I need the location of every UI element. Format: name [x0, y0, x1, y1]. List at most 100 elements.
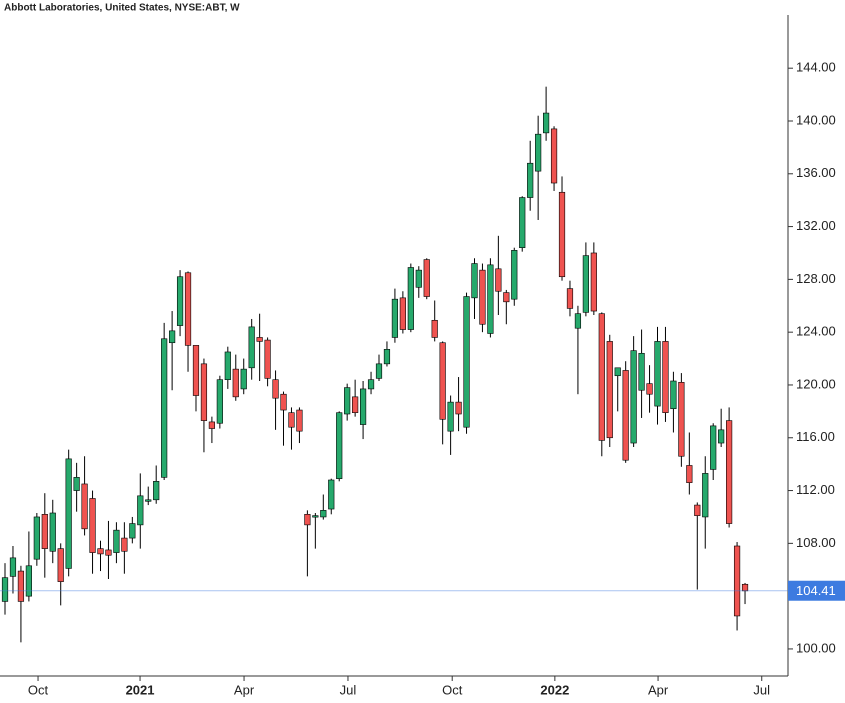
- candle-body: [630, 350, 637, 444]
- candle-body: [121, 537, 128, 552]
- candle-body: [543, 112, 550, 134]
- y-tick-label: 136.00: [796, 165, 836, 180]
- candle-body: [511, 250, 518, 300]
- candle-body: [383, 349, 391, 365]
- y-tick-label: 112.00: [796, 482, 835, 497]
- candle-body: [49, 512, 56, 552]
- candle-body: [192, 345, 200, 396]
- candle-body: [336, 412, 343, 479]
- candle-body: [527, 162, 534, 198]
- candle-body: [646, 383, 653, 395]
- candle-body: [129, 523, 136, 539]
- candle-body: [176, 276, 184, 326]
- candle-body: [694, 504, 701, 516]
- candle-body: [224, 351, 231, 380]
- candle-body: [328, 479, 335, 510]
- candle-body: [479, 269, 486, 325]
- candle-body: [208, 421, 215, 429]
- candle-body: [718, 429, 725, 444]
- candle-body: [702, 473, 709, 518]
- candle-body: [232, 368, 239, 398]
- candle-body: [240, 368, 247, 390]
- candle-body: [495, 268, 502, 292]
- y-tick-label: 108.00: [796, 535, 836, 550]
- candle-body: [9, 557, 17, 577]
- candle-body: [654, 341, 661, 407]
- candle-body: [272, 379, 279, 399]
- candle-body: [216, 379, 223, 424]
- x-tick-label: Jul: [753, 682, 770, 697]
- candle-body: [447, 401, 454, 432]
- candle-body: [415, 269, 422, 288]
- x-tick-label: Jul: [340, 682, 357, 697]
- candle-body: [200, 363, 208, 421]
- candle-body: [65, 458, 72, 569]
- candle-body: [431, 319, 438, 338]
- candle-body: [184, 272, 192, 346]
- candle-body: [264, 339, 271, 379]
- candle-body: [312, 515, 319, 518]
- x-tick-label: 2022: [540, 682, 569, 697]
- candle-body: [399, 297, 406, 330]
- candle-body: [670, 380, 677, 410]
- candle-body: [598, 313, 605, 441]
- y-tick-label: 100.00: [796, 640, 836, 655]
- candle-body: [256, 337, 263, 342]
- candle-body: [25, 565, 32, 597]
- x-tick-label: Oct: [442, 682, 463, 697]
- candle-body: [145, 499, 152, 502]
- candle-body: [57, 548, 64, 582]
- candle-body: [73, 477, 80, 491]
- last-price-label: 104.41: [796, 583, 836, 598]
- candle-body: [638, 352, 645, 391]
- y-tick-label: 144.00: [796, 60, 836, 75]
- candle-body: [320, 510, 327, 518]
- candle-body: [407, 267, 414, 330]
- candle-body: [574, 313, 582, 329]
- y-tick-label: 124.00: [796, 324, 836, 339]
- x-tick-label: Oct: [28, 682, 49, 697]
- x-tick-label: Apr: [648, 682, 669, 697]
- candle-body: [248, 326, 255, 369]
- y-tick-label: 120.00: [796, 376, 836, 391]
- candle-body: [614, 367, 621, 377]
- candle-body: [137, 495, 144, 526]
- candle-body: [455, 401, 462, 415]
- candle-body: [375, 363, 383, 379]
- candle-body: [439, 342, 446, 420]
- candle-body: [463, 296, 470, 428]
- candle-body: [741, 583, 749, 592]
- candle-body: [503, 292, 510, 303]
- candle-body: [113, 529, 120, 553]
- candle-body: [288, 412, 295, 428]
- candle-body: [590, 252, 597, 312]
- candle-body: [33, 516, 40, 560]
- candle-body: [296, 409, 303, 432]
- candle-body: [606, 341, 613, 439]
- candle-body: [304, 514, 311, 526]
- candle-body: [733, 545, 741, 617]
- y-tick-label: 116.00: [796, 429, 835, 444]
- candle-body: [41, 514, 48, 549]
- candle-body: [89, 498, 96, 553]
- candle-body: [678, 382, 685, 457]
- candle-body: [566, 288, 574, 309]
- last-price-box: [788, 580, 845, 601]
- candle-body: [622, 370, 629, 461]
- candle-body: [344, 387, 351, 415]
- chart-title: Abbott Laboratories, United States, NYSE…: [4, 3, 240, 14]
- candle-body: [726, 420, 733, 524]
- candle-body: [105, 549, 112, 556]
- candle-body: [280, 393, 287, 411]
- candle-body: [367, 379, 375, 390]
- candle-body: [487, 264, 494, 334]
- y-tick-label: 132.00: [796, 218, 836, 233]
- candle-body: [423, 259, 430, 297]
- candle-body: [169, 330, 176, 344]
- candle-body: [391, 298, 399, 338]
- y-tick-label: 128.00: [796, 271, 836, 286]
- candle-body: [558, 191, 566, 278]
- candle-body: [81, 483, 88, 530]
- candle-body: [550, 128, 558, 184]
